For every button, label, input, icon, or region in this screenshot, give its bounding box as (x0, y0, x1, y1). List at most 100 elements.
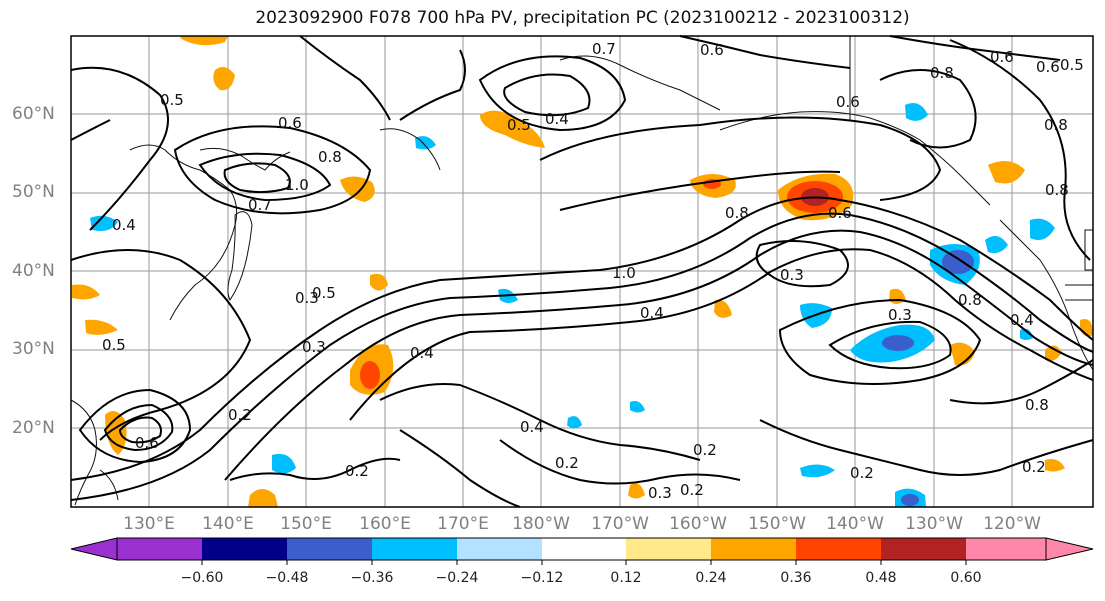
lon-label: 160°E (359, 514, 411, 534)
precip-patch (480, 110, 545, 148)
colorbar-segment (117, 538, 202, 560)
contour-label: 0.5 (102, 336, 126, 354)
contour-label: 0.6 (700, 41, 724, 59)
colorbar-segment (881, 538, 966, 560)
contour-label: 0.8 (1025, 396, 1049, 414)
map-title: 2023092900 F078 700 hPa PV, precipitatio… (255, 8, 910, 28)
contour-label: 0.4 (1010, 311, 1034, 329)
colorbar-tick-label: 0.36 (780, 570, 812, 586)
contour-label: 0.2 (228, 406, 252, 424)
contour-label: 0.3 (295, 289, 319, 307)
precip-patch (90, 215, 118, 231)
map-frame (70, 35, 1094, 508)
contour-label: 0.2 (850, 464, 874, 482)
colorbar-tick-label: −0.24 (435, 570, 479, 586)
precip-patch (1045, 459, 1065, 472)
lon-label: 130°W (905, 514, 963, 534)
contour-label: 0.3 (780, 266, 804, 284)
lat-label: 30°N (12, 339, 55, 359)
colorbar-tick-label: 0.48 (865, 570, 897, 586)
contour-label: 0.3 (648, 484, 672, 502)
colorbar-segment (626, 538, 711, 560)
contour-label: 0.5 (160, 91, 184, 109)
contour-label: 0.3 (888, 306, 912, 324)
contour-label: 0.2 (680, 481, 704, 499)
precip-patch (988, 161, 1025, 184)
lon-label: 170°E (437, 514, 489, 534)
precip-patch (901, 494, 919, 506)
precip-patch (415, 136, 436, 150)
precip-patch (370, 273, 388, 291)
colorbar-extend-low (70, 537, 118, 561)
colorbar-segment (457, 538, 542, 560)
colorbar-segment (796, 538, 881, 560)
contour-label: 0.4 (520, 418, 544, 436)
contour-label: 0.8 (1045, 181, 1069, 199)
precip-patch (180, 36, 228, 46)
colorbar-segment (287, 538, 372, 560)
lon-label: 140°E (202, 514, 254, 534)
precip-patch (213, 66, 235, 91)
precip-patch (72, 284, 100, 300)
precip-patch (1030, 218, 1055, 241)
contour-label: 0.2 (345, 462, 369, 480)
colorbar (70, 537, 1094, 565)
lon-label: 150°W (748, 514, 806, 534)
precip-patch (905, 102, 928, 121)
contour-label: 0.4 (640, 304, 664, 322)
lon-label: 180°W (512, 514, 570, 534)
precip-patch (1045, 345, 1062, 361)
contour-label: 1.0 (612, 264, 636, 282)
colorbar-extend-high (1045, 537, 1094, 561)
contour-label: 0.3 (302, 338, 326, 356)
lon-label: 160°W (669, 514, 727, 534)
contour-label: 0.6 (135, 434, 159, 452)
precip-patch (1020, 328, 1033, 340)
contour-label: 0.2 (693, 441, 717, 459)
contour-label: 0.2 (555, 454, 579, 472)
colorbar-segment (542, 538, 626, 560)
contour-label: 0.4 (545, 110, 569, 128)
precip-patch (105, 411, 127, 455)
contour-label: 0.7 (592, 40, 616, 58)
contour-label: 0.5 (1060, 56, 1084, 74)
contour-label: 0.2 (1022, 458, 1046, 476)
colorbar-tick-label: 0.12 (610, 570, 642, 586)
contour-label: 0.8 (1044, 116, 1068, 134)
colorbar-tick-label: −0.12 (520, 570, 564, 586)
contour-label: 0.6 (278, 114, 302, 132)
contour-label: 0.7 (248, 196, 272, 214)
contour-label: 0.4 (112, 216, 136, 234)
colorbar-segment (966, 538, 1046, 560)
precip-patch (950, 342, 975, 366)
contour-label: 0.8 (318, 148, 342, 166)
contour-label: 0.6 (1036, 58, 1060, 76)
colorbar-tick-label: −0.36 (350, 570, 394, 586)
lat-label: 60°N (12, 104, 55, 124)
colorbar-tick-label: −0.60 (180, 570, 224, 586)
contour-label: 0.8 (930, 64, 954, 82)
colorbar-segment (202, 538, 287, 560)
precip-patch (85, 319, 118, 335)
precip-patch (272, 453, 296, 474)
lat-label: 40°N (12, 261, 55, 281)
precip-patch (985, 236, 1008, 254)
contour-label: 0.6 (836, 93, 860, 111)
contour-label: 0.6 (828, 204, 852, 222)
lat-label: 50°N (12, 182, 55, 202)
colorbar-tick-label: −0.48 (265, 570, 309, 586)
contour-label: 0.8 (958, 291, 982, 309)
precip-patch (630, 401, 645, 413)
colorbar-tick-label: 0.24 (695, 570, 727, 586)
colorbar-segment (711, 538, 796, 560)
contour-label: 0.4 (410, 344, 434, 362)
lat-label: 20°N (12, 418, 55, 438)
colorbar-tick-label: 0.60 (950, 570, 982, 586)
precip-patch (714, 299, 732, 318)
pv-contours (70, 35, 1094, 508)
precip-patch (882, 335, 914, 351)
lon-label: 130°E (123, 514, 175, 534)
contour-label: 0.8 (725, 204, 749, 222)
colorbar-segment (372, 538, 457, 560)
